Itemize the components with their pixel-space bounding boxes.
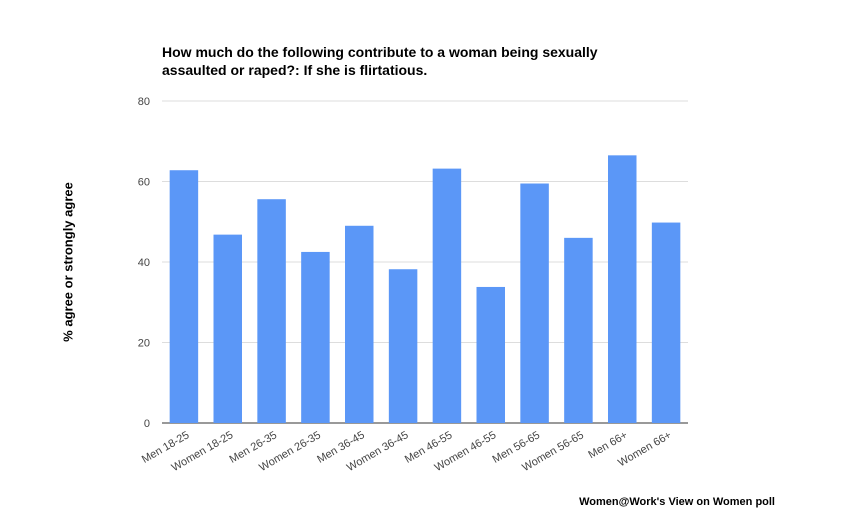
bar-men-36-45 [345,225,374,423]
bar-men-56-65 [520,183,549,423]
chart-title-line-1: How much do the following contribute to … [162,44,598,60]
bar-men-46-55 [432,168,462,423]
y-axis-ticks: 0 20 40 60 80 [138,96,150,430]
source-note: Women@Work's View on Women poll [579,496,775,508]
bar-men-26-35 [257,199,286,423]
bar-women-66 [651,222,681,423]
chart-title-line-2: assaulted or raped?: If she is flirtatio… [162,62,428,78]
bar-women-18-25 [213,234,242,423]
chart-title: How much do the following contribute to … [162,43,682,79]
y-tick-label: 80 [138,96,150,108]
bar-women-46-55 [476,286,505,423]
y-tick-label: 60 [138,177,150,189]
bars [169,155,681,423]
bar-men-66 [608,155,637,423]
y-tick-label: 0 [144,418,150,430]
bar-men-18-25 [169,170,199,423]
bar-women-56-65 [564,237,593,423]
bar-women-26-35 [301,251,330,423]
bar-women-36-45 [388,269,418,423]
y-tick-label: 40 [138,257,150,269]
gridlines [162,100,688,424]
y-tick-label: 20 [138,338,150,350]
